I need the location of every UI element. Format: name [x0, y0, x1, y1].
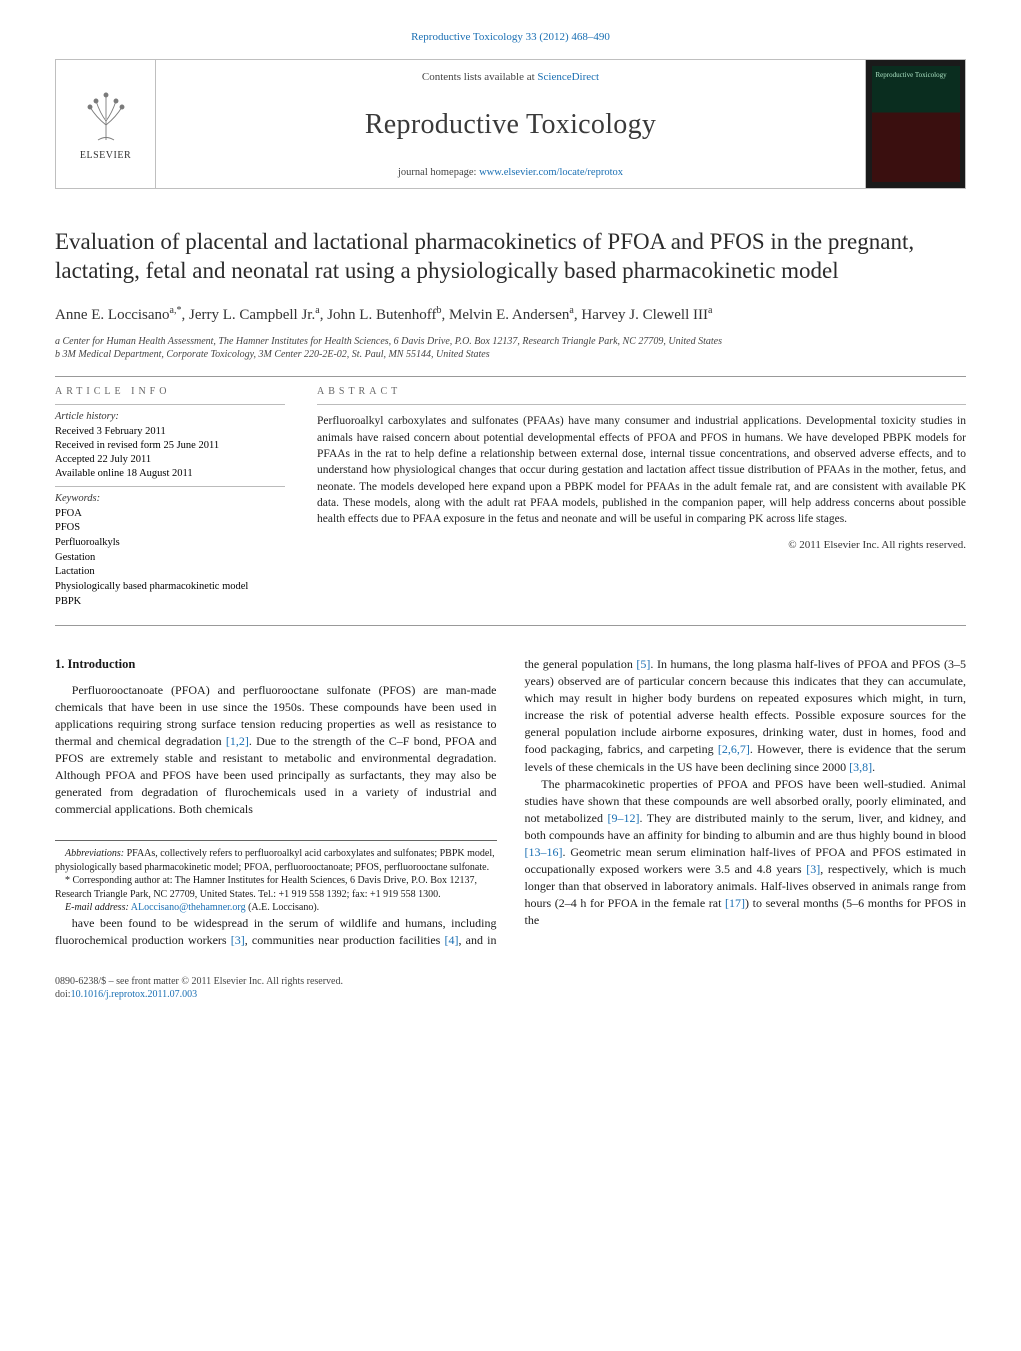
abstract-column: abstract Perfluoroalkyl carboxylates and… — [317, 385, 966, 609]
ref-link[interactable]: [13–16] — [525, 845, 563, 859]
email-tail: (A.E. Loccisano). — [246, 902, 320, 913]
homepage-prefix: journal homepage: — [398, 167, 479, 178]
ref-link[interactable]: [5] — [636, 657, 650, 671]
contents-available: Contents lists available at ScienceDirec… — [422, 70, 599, 85]
masthead-center: Contents lists available at ScienceDirec… — [156, 60, 865, 188]
corresponding-footnote: * Corresponding author at: The Hamner In… — [55, 874, 497, 901]
masthead: ELSEVIER Contents lists available at Sci… — [55, 59, 966, 189]
doi-prefix: doi: — [55, 989, 71, 1000]
running-header: Reproductive Toxicology 33 (2012) 468–49… — [55, 30, 966, 45]
keywords-list: PFOAPFOSPerfluoroalkylsGestationLactatio… — [55, 507, 285, 610]
affiliation: b 3M Medical Department, Corporate Toxic… — [55, 348, 966, 362]
abstract-text: Perfluoroalkyl carboxylates and sulfonat… — [317, 413, 966, 527]
history-item: Accepted 22 July 2011 — [55, 453, 285, 467]
abstract-heading: abstract — [317, 385, 966, 399]
ref-link[interactable]: [3] — [231, 933, 245, 947]
keyword: Physiologically based pharmacokinetic mo… — [55, 580, 285, 595]
elsevier-tree-icon — [76, 85, 136, 145]
cover-title: Reproductive Toxicology — [876, 72, 956, 80]
info-abstract-row: article info Article history: Received 3… — [55, 385, 966, 626]
contents-prefix: Contents lists available at — [422, 71, 537, 83]
section-heading: 1. Introduction — [55, 656, 497, 674]
keywords-label: Keywords: — [55, 492, 285, 506]
footnotes: Abbreviations: PFAAs, collectively refer… — [55, 840, 497, 915]
body-para: Perfluorooctanoate (PFOA) and perfluoroo… — [55, 682, 497, 818]
keyword: PFOA — [55, 507, 285, 522]
ref-link[interactable]: [17] — [725, 896, 745, 910]
affiliations: a Center for Human Health Assessment, Th… — [55, 335, 966, 362]
abbrev-label: Abbreviations: — [65, 848, 124, 859]
affiliation: a Center for Human Health Assessment, Th… — [55, 335, 966, 349]
history-item: Available online 18 August 2011 — [55, 467, 285, 481]
article-title: Evaluation of placental and lactational … — [55, 227, 966, 286]
keyword: Lactation — [55, 565, 285, 580]
article-info-column: article info Article history: Received 3… — [55, 385, 285, 609]
history-item: Received in revised form 25 June 2011 — [55, 439, 285, 453]
keyword: PBPK — [55, 595, 285, 610]
history-list: Received 3 February 2011Received in revi… — [55, 425, 285, 482]
history-label: Article history: — [55, 410, 285, 424]
journal-homepage: journal homepage: www.elsevier.com/locat… — [398, 166, 623, 180]
abbreviations-footnote: Abbreviations: PFAAs, collectively refer… — [55, 847, 497, 874]
body-columns: 1. Introduction Perfluorooctanoate (PFOA… — [55, 656, 966, 949]
issn-line: 0890-6238/$ – see front matter © 2011 El… — [55, 975, 966, 988]
section-title: Introduction — [68, 657, 136, 671]
keyword: Perfluoroalkyls — [55, 536, 285, 551]
email-label: E-mail address: — [65, 902, 129, 913]
ref-link[interactable]: [3,8] — [849, 760, 872, 774]
ref-link[interactable]: [3] — [806, 862, 820, 876]
homepage-link[interactable]: www.elsevier.com/locate/reprotox — [479, 167, 623, 178]
cover-box: Reproductive Toxicology — [865, 60, 965, 188]
footer: 0890-6238/$ – see front matter © 2011 El… — [55, 975, 966, 1001]
article-info-heading: article info — [55, 385, 285, 399]
authors: Anne E. Loccisanoa,*, Jerry L. Campbell … — [55, 304, 966, 325]
ref-link[interactable]: [2,6,7] — [718, 742, 750, 756]
ref-link[interactable]: [1,2] — [226, 734, 249, 748]
keyword: Gestation — [55, 551, 285, 566]
email-footnote: E-mail address: ALoccisano@thehamner.org… — [55, 901, 497, 915]
elsevier-label: ELSEVIER — [80, 149, 131, 163]
sciencedirect-link[interactable]: ScienceDirect — [537, 71, 599, 83]
keyword: PFOS — [55, 521, 285, 536]
doi-line: doi:10.1016/j.reprotox.2011.07.003 — [55, 988, 966, 1001]
divider-top — [55, 376, 966, 377]
corr-label: * Corresponding author at: — [65, 875, 172, 886]
section-number: 1. — [55, 657, 64, 671]
history-item: Received 3 February 2011 — [55, 425, 285, 439]
journal-name: Reproductive Toxicology — [365, 106, 656, 144]
ref-link[interactable]: [9–12] — [607, 811, 639, 825]
body-para: The pharmacokinetic properties of PFOA a… — [525, 776, 967, 929]
email-link[interactable]: ALoccisano@thehamner.org — [131, 902, 246, 913]
publisher-box: ELSEVIER — [56, 60, 156, 188]
ref-link[interactable]: [4] — [445, 933, 459, 947]
journal-cover-thumb: Reproductive Toxicology — [872, 66, 960, 182]
citation-link[interactable]: Reproductive Toxicology 33 (2012) 468–49… — [411, 31, 610, 43]
doi-link[interactable]: 10.1016/j.reprotox.2011.07.003 — [71, 989, 198, 1000]
abstract-copyright: © 2011 Elsevier Inc. All rights reserved… — [317, 538, 966, 553]
